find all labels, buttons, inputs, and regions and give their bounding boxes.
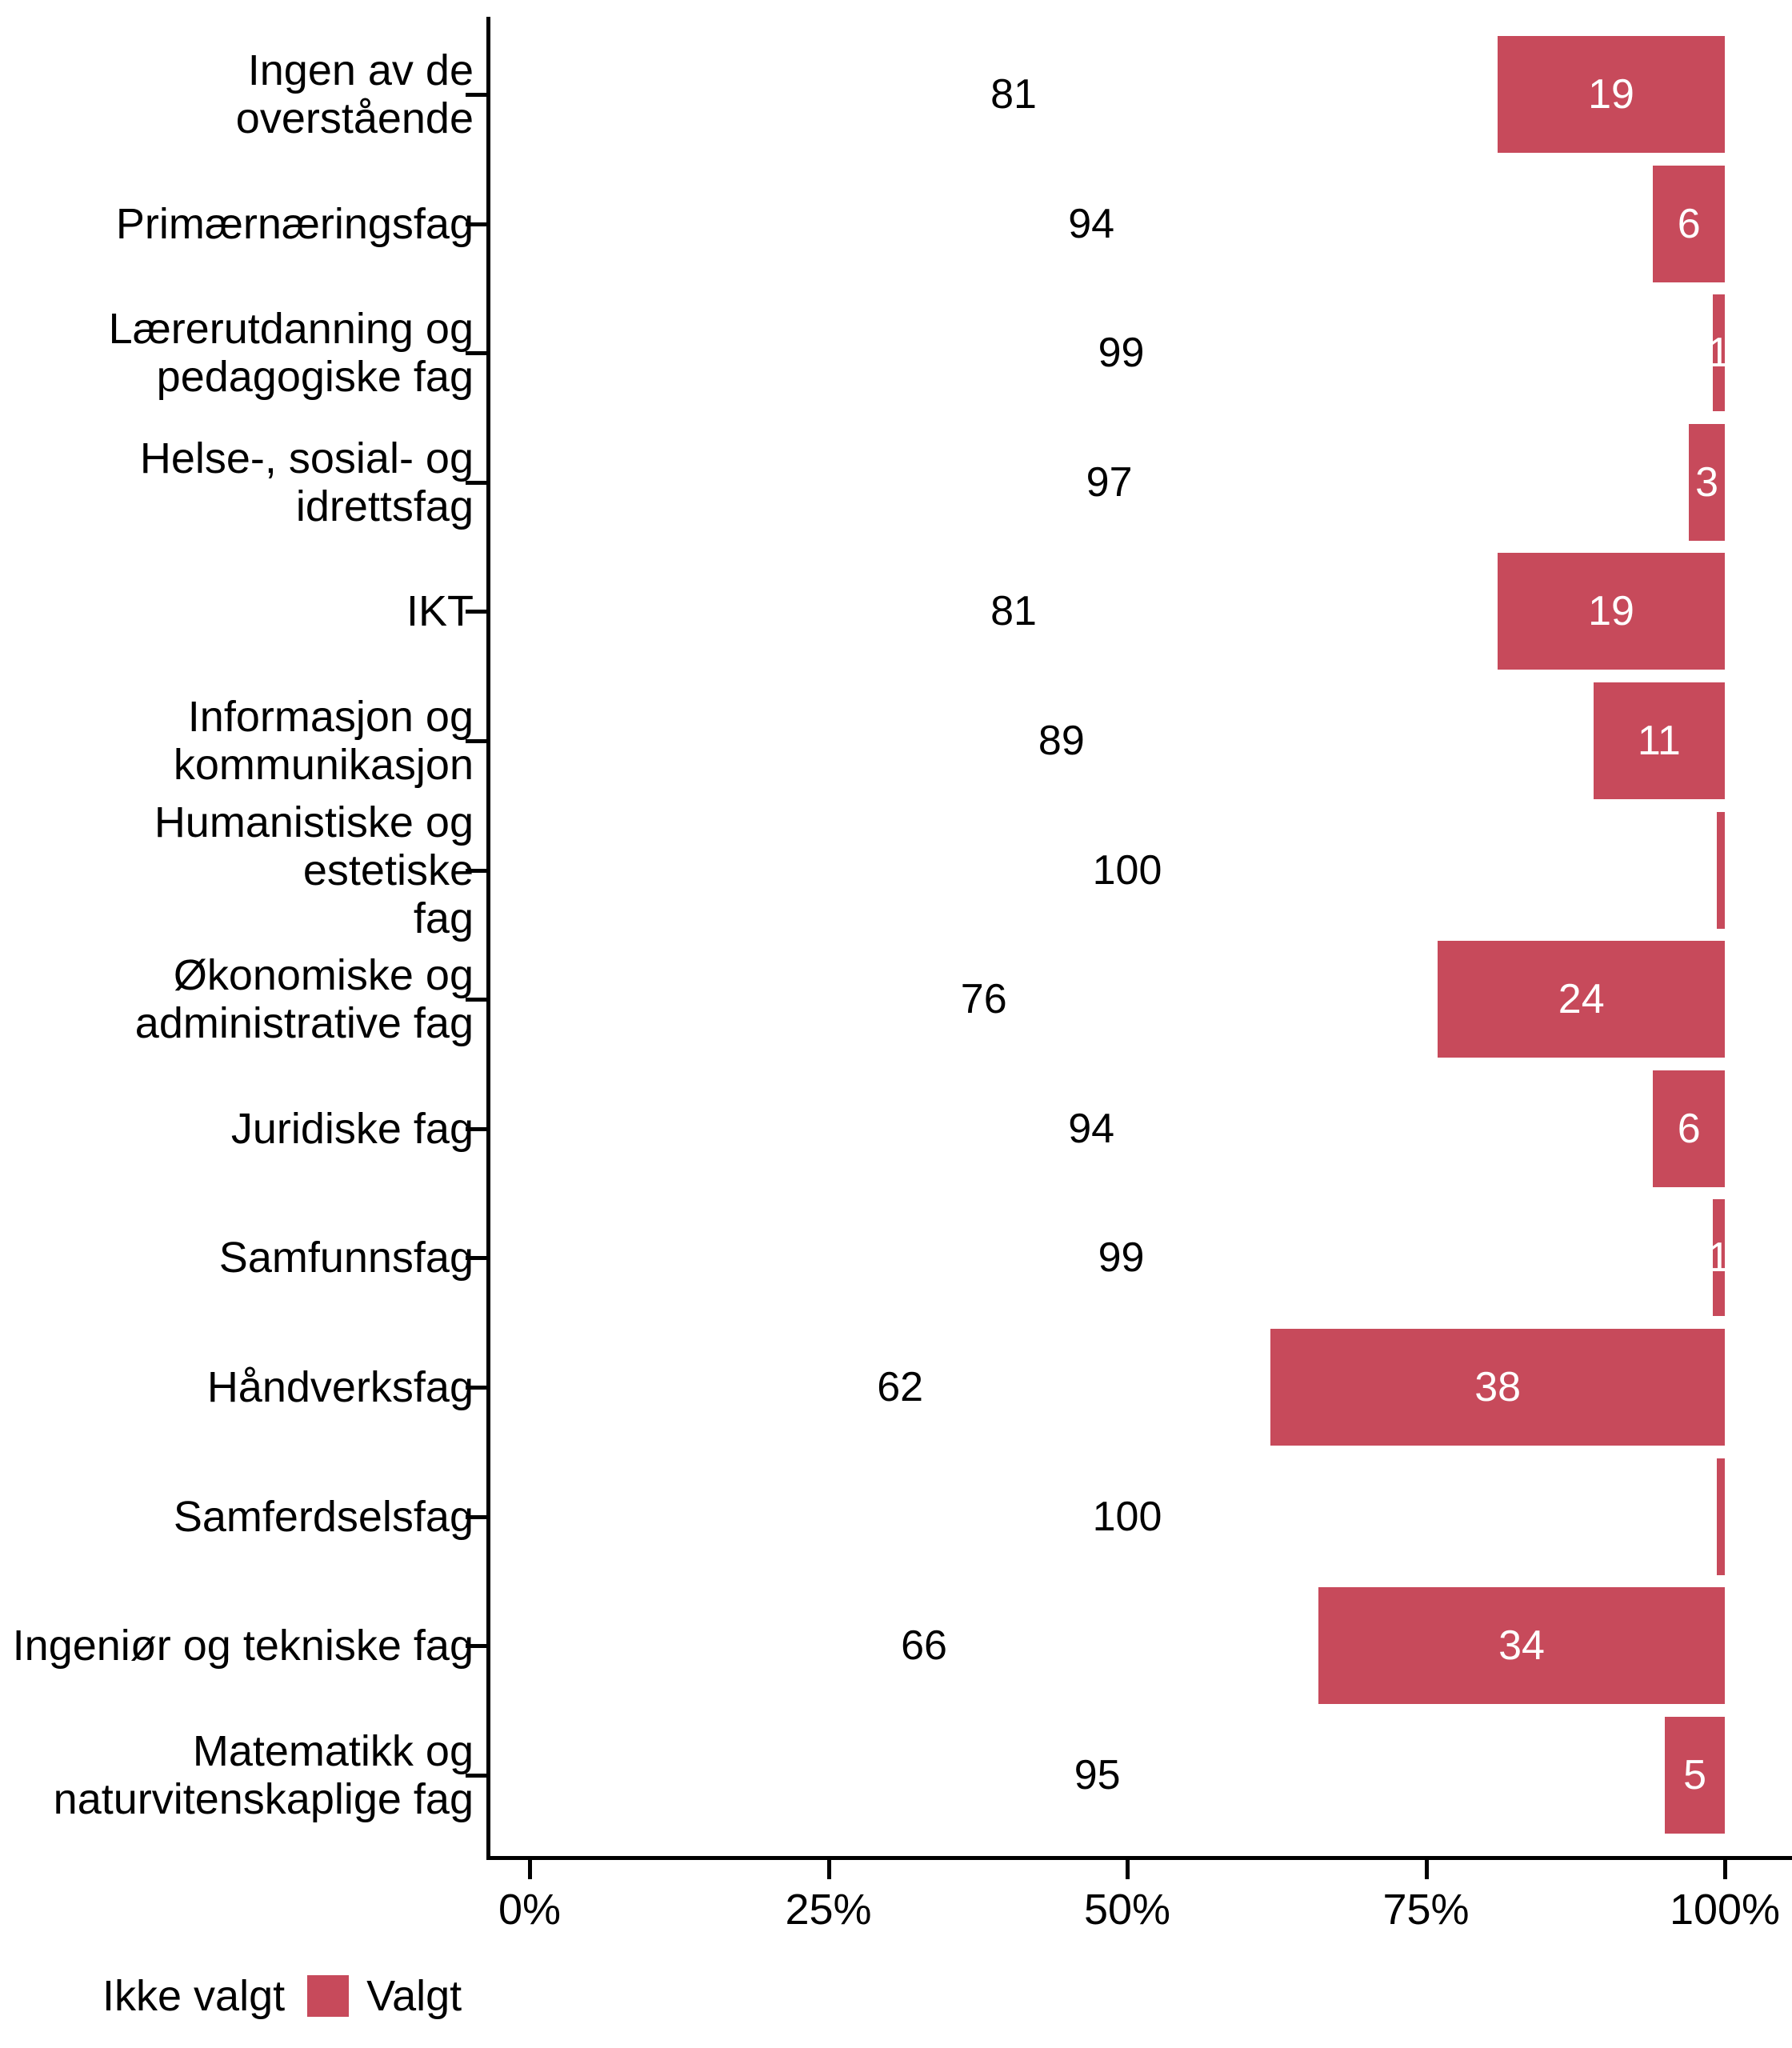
y-tick-mark bbox=[466, 610, 486, 614]
category-label: Samferdselsfag bbox=[173, 1492, 474, 1541]
x-tick-mark bbox=[1723, 1860, 1727, 1879]
y-tick-mark bbox=[466, 480, 486, 485]
value-label-valgt: 24 bbox=[1558, 976, 1605, 1023]
bar-valgt bbox=[1717, 811, 1725, 929]
category-label: Ingen av de overstående bbox=[235, 46, 474, 142]
legend-label-ikke-valgt: Ikke valgt bbox=[102, 1972, 286, 2020]
value-label-ikke-valgt: 95 bbox=[1074, 1751, 1121, 1798]
category-label: Humanistiske og estetiske fag bbox=[154, 798, 474, 942]
value-label-valgt: 1 bbox=[1707, 1234, 1730, 1282]
legend: Ikke valgt Valgt bbox=[50, 1971, 462, 2021]
value-label-ikke-valgt: 81 bbox=[990, 71, 1037, 118]
y-tick-mark bbox=[466, 1386, 486, 1390]
x-tick-mark bbox=[826, 1860, 831, 1879]
legend-swatch-ikke-valgt bbox=[50, 1975, 91, 2017]
x-tick-mark bbox=[1126, 1860, 1130, 1879]
value-label-ikke-valgt: 99 bbox=[1098, 330, 1145, 377]
x-tick-label: 100% bbox=[1669, 1886, 1781, 1934]
value-label-valgt: 5 bbox=[1683, 1751, 1707, 1798]
bar-valgt bbox=[1665, 1716, 1725, 1834]
category-label: Samfunnsfag bbox=[218, 1234, 474, 1282]
x-tick-label: 25% bbox=[785, 1886, 872, 1934]
category-label: Helse-, sosial- og idrettsfag bbox=[139, 434, 474, 530]
bar-valgt bbox=[1593, 682, 1725, 799]
category-label: Matematikk og naturvitenskaplige fag bbox=[53, 1726, 474, 1823]
category-label: Ingeniør og tekniske fag bbox=[12, 1622, 474, 1670]
bar-valgt bbox=[1438, 941, 1725, 1058]
value-label-ikke-valgt: 76 bbox=[960, 976, 1007, 1023]
bar-valgt bbox=[1689, 423, 1725, 541]
category-label: Håndverksfag bbox=[206, 1363, 474, 1411]
value-label-ikke-valgt: 100 bbox=[1092, 846, 1162, 894]
x-tick-mark bbox=[528, 1860, 532, 1879]
value-label-valgt: 6 bbox=[1677, 1105, 1701, 1152]
value-label-ikke-valgt: 89 bbox=[1038, 718, 1085, 764]
value-label-ikke-valgt: 100 bbox=[1092, 1493, 1162, 1540]
y-tick-mark bbox=[466, 351, 486, 356]
bar-valgt bbox=[1498, 36, 1725, 153]
y-tick-mark bbox=[466, 1514, 486, 1519]
legend-label-valgt: Valgt bbox=[366, 1972, 462, 2020]
category-label: Økonomiske og administrative fag bbox=[134, 951, 474, 1048]
value-label-ikke-valgt: 62 bbox=[877, 1364, 924, 1410]
y-tick-mark bbox=[466, 1773, 486, 1778]
category-label: Primærnæringsfag bbox=[115, 199, 474, 248]
y-tick-mark bbox=[466, 868, 486, 873]
bar-valgt bbox=[1318, 1587, 1725, 1705]
value-label-valgt: 34 bbox=[1498, 1622, 1545, 1670]
category-label: Lærerutdanning og pedagogiske fag bbox=[108, 305, 474, 402]
category-label: Juridiske fag bbox=[230, 1104, 474, 1153]
bar-valgt bbox=[1498, 553, 1725, 670]
value-label-ikke-valgt: 81 bbox=[990, 588, 1037, 635]
legend-swatch-valgt bbox=[307, 1975, 350, 2017]
value-label-ikke-valgt: 94 bbox=[1068, 1105, 1115, 1152]
bar-valgt bbox=[1270, 1329, 1725, 1446]
bar-valgt bbox=[1653, 1070, 1725, 1187]
y-tick-mark bbox=[466, 222, 486, 226]
x-axis-line bbox=[486, 1856, 1792, 1860]
value-label-valgt: 38 bbox=[1474, 1364, 1522, 1410]
value-label-valgt: 3 bbox=[1695, 458, 1719, 506]
y-tick-mark bbox=[466, 1256, 486, 1261]
x-tick-label: 0% bbox=[498, 1886, 562, 1934]
x-tick-mark bbox=[1424, 1860, 1429, 1879]
bar-valgt bbox=[1713, 1199, 1725, 1317]
x-tick-label: 75% bbox=[1382, 1886, 1470, 1934]
x-tick-label: 50% bbox=[1083, 1886, 1171, 1934]
y-tick-mark bbox=[466, 1644, 486, 1649]
value-label-valgt: 19 bbox=[1588, 71, 1634, 118]
value-label-valgt: 19 bbox=[1588, 588, 1634, 635]
y-tick-mark bbox=[466, 93, 486, 97]
y-axis-line bbox=[486, 17, 490, 1860]
value-label-valgt: 11 bbox=[1637, 718, 1681, 764]
bar-valgt bbox=[1717, 1458, 1725, 1575]
value-label-ikke-valgt: 99 bbox=[1098, 1234, 1145, 1282]
y-tick-mark bbox=[466, 1126, 486, 1131]
value-label-ikke-valgt: 97 bbox=[1086, 458, 1133, 506]
category-label: Informasjon og kommunikasjon bbox=[173, 693, 474, 789]
category-label: IKT bbox=[406, 587, 474, 636]
y-tick-mark bbox=[466, 739, 486, 743]
bar-valgt bbox=[1653, 165, 1725, 282]
value-label-ikke-valgt: 94 bbox=[1068, 200, 1115, 247]
y-tick-mark bbox=[466, 998, 486, 1002]
bar-valgt bbox=[1713, 294, 1725, 412]
value-label-valgt: 6 bbox=[1677, 200, 1701, 247]
value-label-ikke-valgt: 66 bbox=[901, 1622, 947, 1670]
value-label-valgt: 1 bbox=[1707, 330, 1730, 377]
